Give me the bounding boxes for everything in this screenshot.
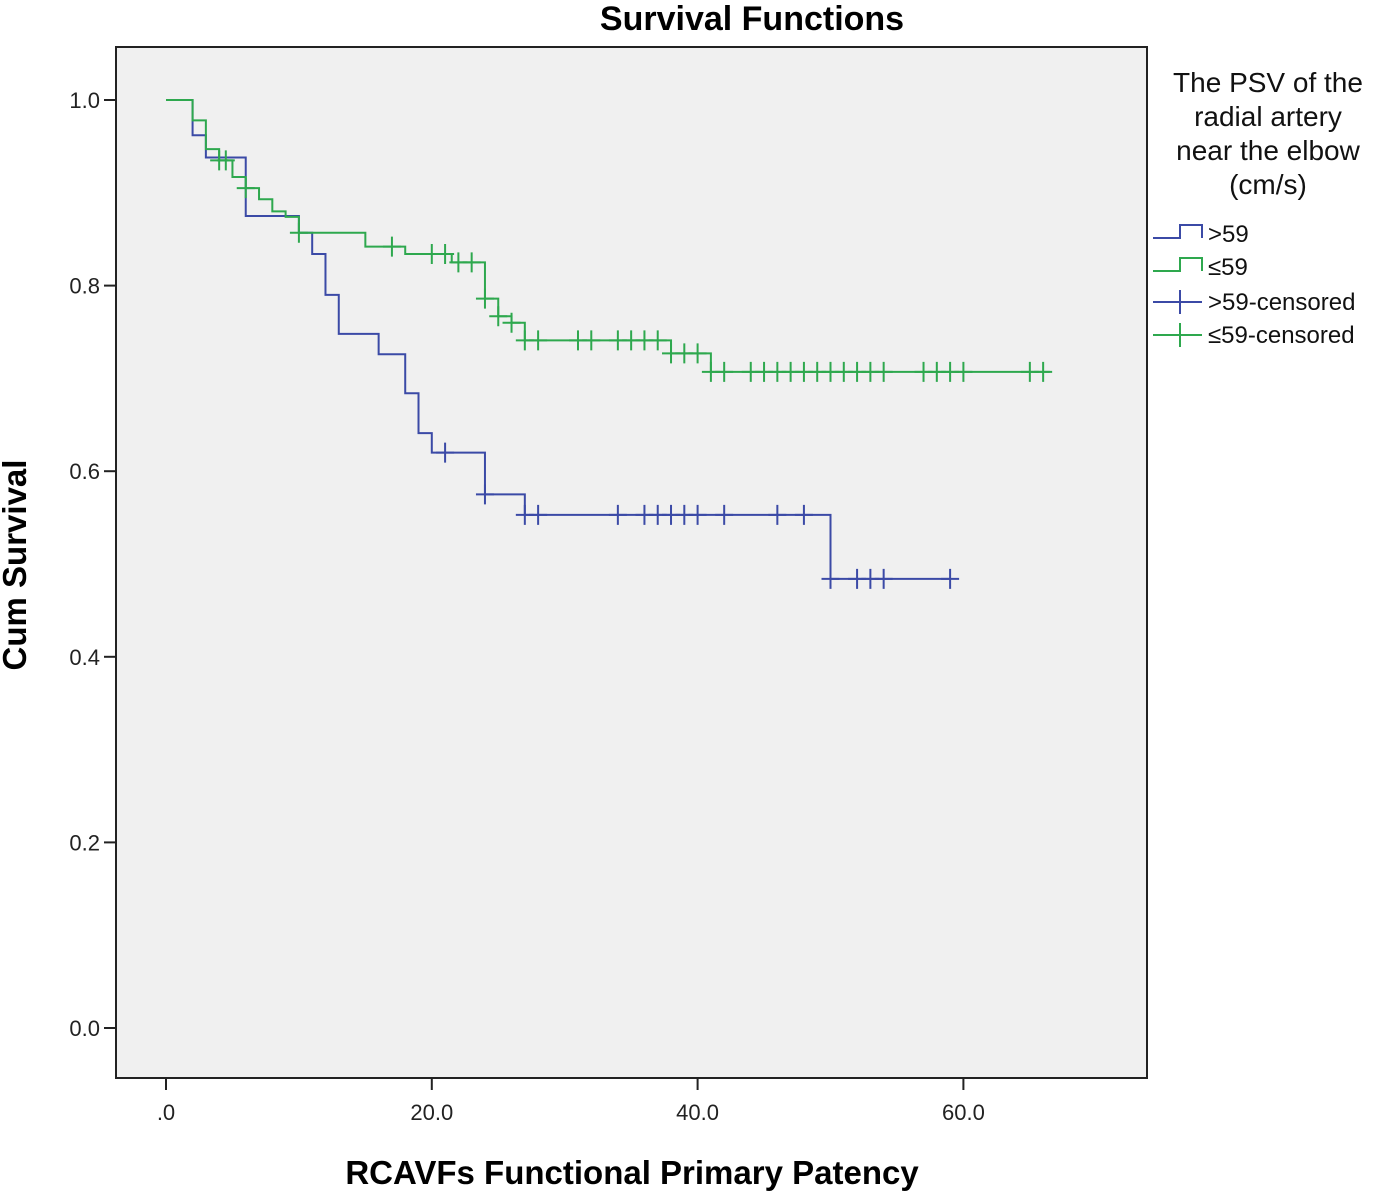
censored-mark bbox=[794, 504, 813, 525]
x-tick-label: 40.0 bbox=[676, 1100, 719, 1125]
censored-mark bbox=[475, 484, 494, 505]
y-tick-label: 0.2 bbox=[69, 830, 100, 855]
censored-mark bbox=[216, 150, 235, 171]
y-tick-label: 1.0 bbox=[69, 88, 100, 113]
legend-censor-icon-gt59 bbox=[1153, 290, 1202, 314]
censored-mark bbox=[688, 343, 707, 364]
censored-mark bbox=[768, 504, 787, 525]
censored-mark bbox=[289, 222, 308, 243]
legend-entry: >59 bbox=[1208, 221, 1249, 248]
x-tick-label: 20.0 bbox=[410, 1100, 453, 1125]
x-axis-label: RCAVFs Functional Primary Patency bbox=[345, 1154, 919, 1191]
censored-mark bbox=[688, 504, 707, 525]
legend-title-line: radial artery bbox=[1194, 101, 1342, 132]
series-1 bbox=[166, 99, 1053, 382]
censored-mark bbox=[608, 504, 627, 525]
legend-title-line: near the elbow bbox=[1176, 135, 1360, 166]
censored-mark bbox=[874, 568, 893, 589]
censored-mark bbox=[715, 504, 734, 525]
legend-title-line: (cm/s) bbox=[1229, 169, 1307, 200]
y-tick-label: 0.8 bbox=[69, 274, 100, 299]
censored-mark bbox=[436, 244, 455, 265]
chart-title: Survival Functions bbox=[600, 0, 904, 38]
censored-mark bbox=[462, 252, 481, 273]
legend: The PSV of the radial artery near the el… bbox=[1153, 67, 1363, 349]
censored-mark bbox=[582, 330, 601, 351]
y-tick-label: 0.4 bbox=[69, 645, 100, 670]
series-0 bbox=[166, 99, 960, 589]
censored-mark bbox=[941, 568, 960, 589]
legend-entry: ≤59 bbox=[1208, 254, 1248, 281]
censored-mark bbox=[236, 178, 255, 199]
y-axis-label: Cum Survival bbox=[0, 460, 33, 671]
legend-title-line: The PSV of the bbox=[1173, 67, 1363, 98]
censored-mark bbox=[436, 442, 455, 463]
censored-mark bbox=[502, 312, 521, 333]
censored-mark bbox=[648, 330, 667, 351]
censored-mark bbox=[954, 361, 973, 382]
y-tick-label: 0.0 bbox=[69, 1016, 100, 1041]
censored-mark bbox=[715, 361, 734, 382]
y-tick-label: 0.6 bbox=[69, 459, 100, 484]
legend-censor-icon-le59 bbox=[1153, 323, 1202, 347]
x-tick-label: 60.0 bbox=[942, 1100, 985, 1125]
censored-mark bbox=[821, 568, 840, 589]
censored-mark bbox=[529, 504, 548, 525]
legend-entry: >59-censored bbox=[1208, 289, 1355, 316]
x-tick-label: .0 bbox=[157, 1100, 175, 1125]
censored-mark bbox=[475, 288, 494, 309]
censored-mark bbox=[529, 330, 548, 351]
legend-entry: ≤59-censored bbox=[1208, 322, 1355, 349]
legend-step-icon-gt59 bbox=[1153, 224, 1203, 239]
plot-area bbox=[115, 46, 1148, 1079]
legend-step-icon-le59 bbox=[1153, 257, 1203, 272]
censored-mark bbox=[382, 236, 401, 257]
censored-mark bbox=[1034, 361, 1053, 382]
censored-mark bbox=[874, 361, 893, 382]
censored-mark bbox=[489, 306, 508, 327]
